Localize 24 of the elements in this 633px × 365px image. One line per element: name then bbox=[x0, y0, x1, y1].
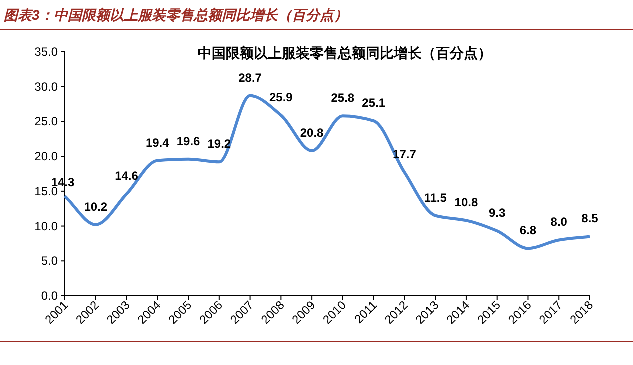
text: 19.4 bbox=[146, 136, 170, 150]
text: 25.9 bbox=[269, 90, 293, 104]
y-tick-label: 10.0 bbox=[34, 219, 58, 234]
title: 图表3：中国限额以上服装零售总额同比增长（百分点） bbox=[4, 7, 348, 23]
y-tick-label: 5.0 bbox=[41, 254, 58, 268]
y-tick-label: 20.0 bbox=[34, 150, 58, 164]
subtitle: 中国限额以上服装零售总额同比增长（百分点） bbox=[198, 45, 492, 61]
y-tick-label: 35.0 bbox=[34, 45, 58, 59]
text: 25.1 bbox=[362, 96, 386, 110]
y-tick-label: 30.0 bbox=[34, 80, 58, 94]
text: 14.6 bbox=[115, 169, 138, 184]
text: 8.0 bbox=[550, 215, 568, 230]
text: 6.8 bbox=[520, 224, 537, 238]
text: 25.8 bbox=[331, 91, 355, 106]
text: 8.5 bbox=[582, 212, 598, 226]
text: 28.7 bbox=[238, 70, 262, 85]
text: 11.5 bbox=[424, 190, 447, 205]
y-tick-label: 25.0 bbox=[34, 114, 58, 129]
y-tick-label: 0.0 bbox=[41, 289, 58, 303]
text: 20.8 bbox=[300, 126, 324, 140]
text: 19.6 bbox=[176, 134, 200, 148]
text: 9.3 bbox=[489, 206, 506, 220]
text: 10.8 bbox=[454, 196, 478, 210]
text: 10.2 bbox=[84, 200, 108, 214]
